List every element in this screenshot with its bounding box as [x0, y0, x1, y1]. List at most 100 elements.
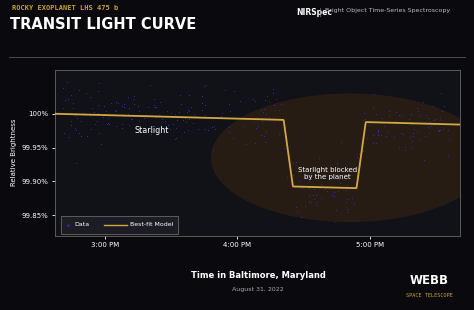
Point — [323, 188, 330, 193]
Point — [83, 134, 91, 139]
Point — [321, 187, 328, 192]
Text: ROCKY EXOPLANET LHS 475 b: ROCKY EXOPLANET LHS 475 b — [12, 5, 118, 11]
Point — [409, 139, 416, 144]
Point — [295, 179, 303, 184]
Point — [326, 176, 333, 181]
Point — [230, 89, 237, 94]
Point — [436, 116, 444, 121]
Point — [208, 124, 216, 129]
Point — [328, 193, 336, 198]
Point — [330, 189, 338, 194]
Point — [183, 110, 191, 115]
Point — [130, 101, 138, 106]
Point — [252, 126, 260, 131]
Point — [292, 205, 300, 210]
Point — [342, 200, 349, 205]
Point — [155, 113, 163, 118]
Point — [78, 118, 85, 123]
Point — [65, 134, 73, 139]
Point — [211, 127, 219, 132]
Point — [121, 113, 128, 118]
Point — [439, 126, 447, 131]
Point — [175, 110, 183, 115]
Point — [281, 142, 288, 147]
Point — [67, 119, 74, 124]
Point — [342, 187, 349, 192]
Point — [184, 107, 191, 112]
Point — [405, 117, 413, 122]
Point — [374, 129, 382, 134]
Point — [218, 111, 226, 116]
Point — [292, 160, 299, 165]
Point — [114, 101, 122, 106]
Point — [373, 112, 380, 117]
Point — [424, 124, 432, 129]
Point — [328, 174, 336, 179]
Point — [365, 122, 373, 127]
Point — [356, 163, 364, 168]
Point — [145, 126, 153, 131]
Point — [429, 104, 437, 109]
Point — [395, 145, 402, 150]
Point — [421, 133, 429, 138]
Point — [150, 97, 158, 102]
Point — [190, 112, 198, 117]
Point — [88, 105, 96, 110]
Point — [361, 117, 369, 122]
Point — [270, 103, 278, 108]
Point — [199, 101, 206, 106]
Point — [201, 113, 209, 117]
Point — [161, 119, 169, 124]
Point — [446, 137, 453, 142]
Point — [94, 111, 101, 116]
Point — [100, 115, 107, 120]
Point — [265, 100, 273, 104]
Point — [406, 134, 414, 139]
Text: NIRSpec: NIRSpec — [296, 8, 332, 17]
Point — [333, 165, 340, 170]
Point — [408, 122, 416, 127]
Point — [185, 92, 192, 97]
Point — [185, 117, 192, 122]
Point — [120, 104, 128, 109]
Point — [369, 140, 377, 145]
Point — [94, 103, 101, 108]
Point — [438, 117, 445, 122]
Point — [435, 128, 442, 133]
Point — [312, 200, 319, 205]
Point — [75, 131, 82, 135]
Point — [267, 116, 275, 121]
Point — [72, 113, 79, 118]
Point — [257, 133, 265, 138]
Text: TRANSIT LIGHT CURVE: TRANSIT LIGHT CURVE — [10, 17, 197, 32]
Point — [435, 129, 442, 134]
Point — [444, 152, 452, 157]
Point — [306, 200, 313, 205]
Point — [169, 122, 177, 127]
Point — [420, 158, 428, 163]
Point — [284, 152, 292, 157]
Point — [112, 100, 120, 104]
Point — [343, 197, 351, 202]
Point — [283, 174, 291, 179]
Point — [435, 128, 443, 133]
Point — [158, 116, 166, 121]
Point — [130, 101, 137, 106]
Point — [97, 142, 105, 147]
Point — [172, 136, 179, 141]
Point — [156, 100, 164, 104]
Point — [181, 130, 188, 135]
Point — [317, 195, 325, 200]
Point — [380, 124, 387, 129]
Point — [112, 123, 119, 128]
Point — [307, 177, 315, 182]
Point — [296, 185, 304, 190]
Point — [374, 130, 382, 135]
Point — [270, 121, 278, 126]
Point — [318, 182, 325, 187]
Point — [293, 210, 301, 215]
Point — [209, 147, 217, 152]
Point — [182, 119, 190, 124]
Point — [152, 104, 160, 109]
Point — [134, 113, 141, 118]
